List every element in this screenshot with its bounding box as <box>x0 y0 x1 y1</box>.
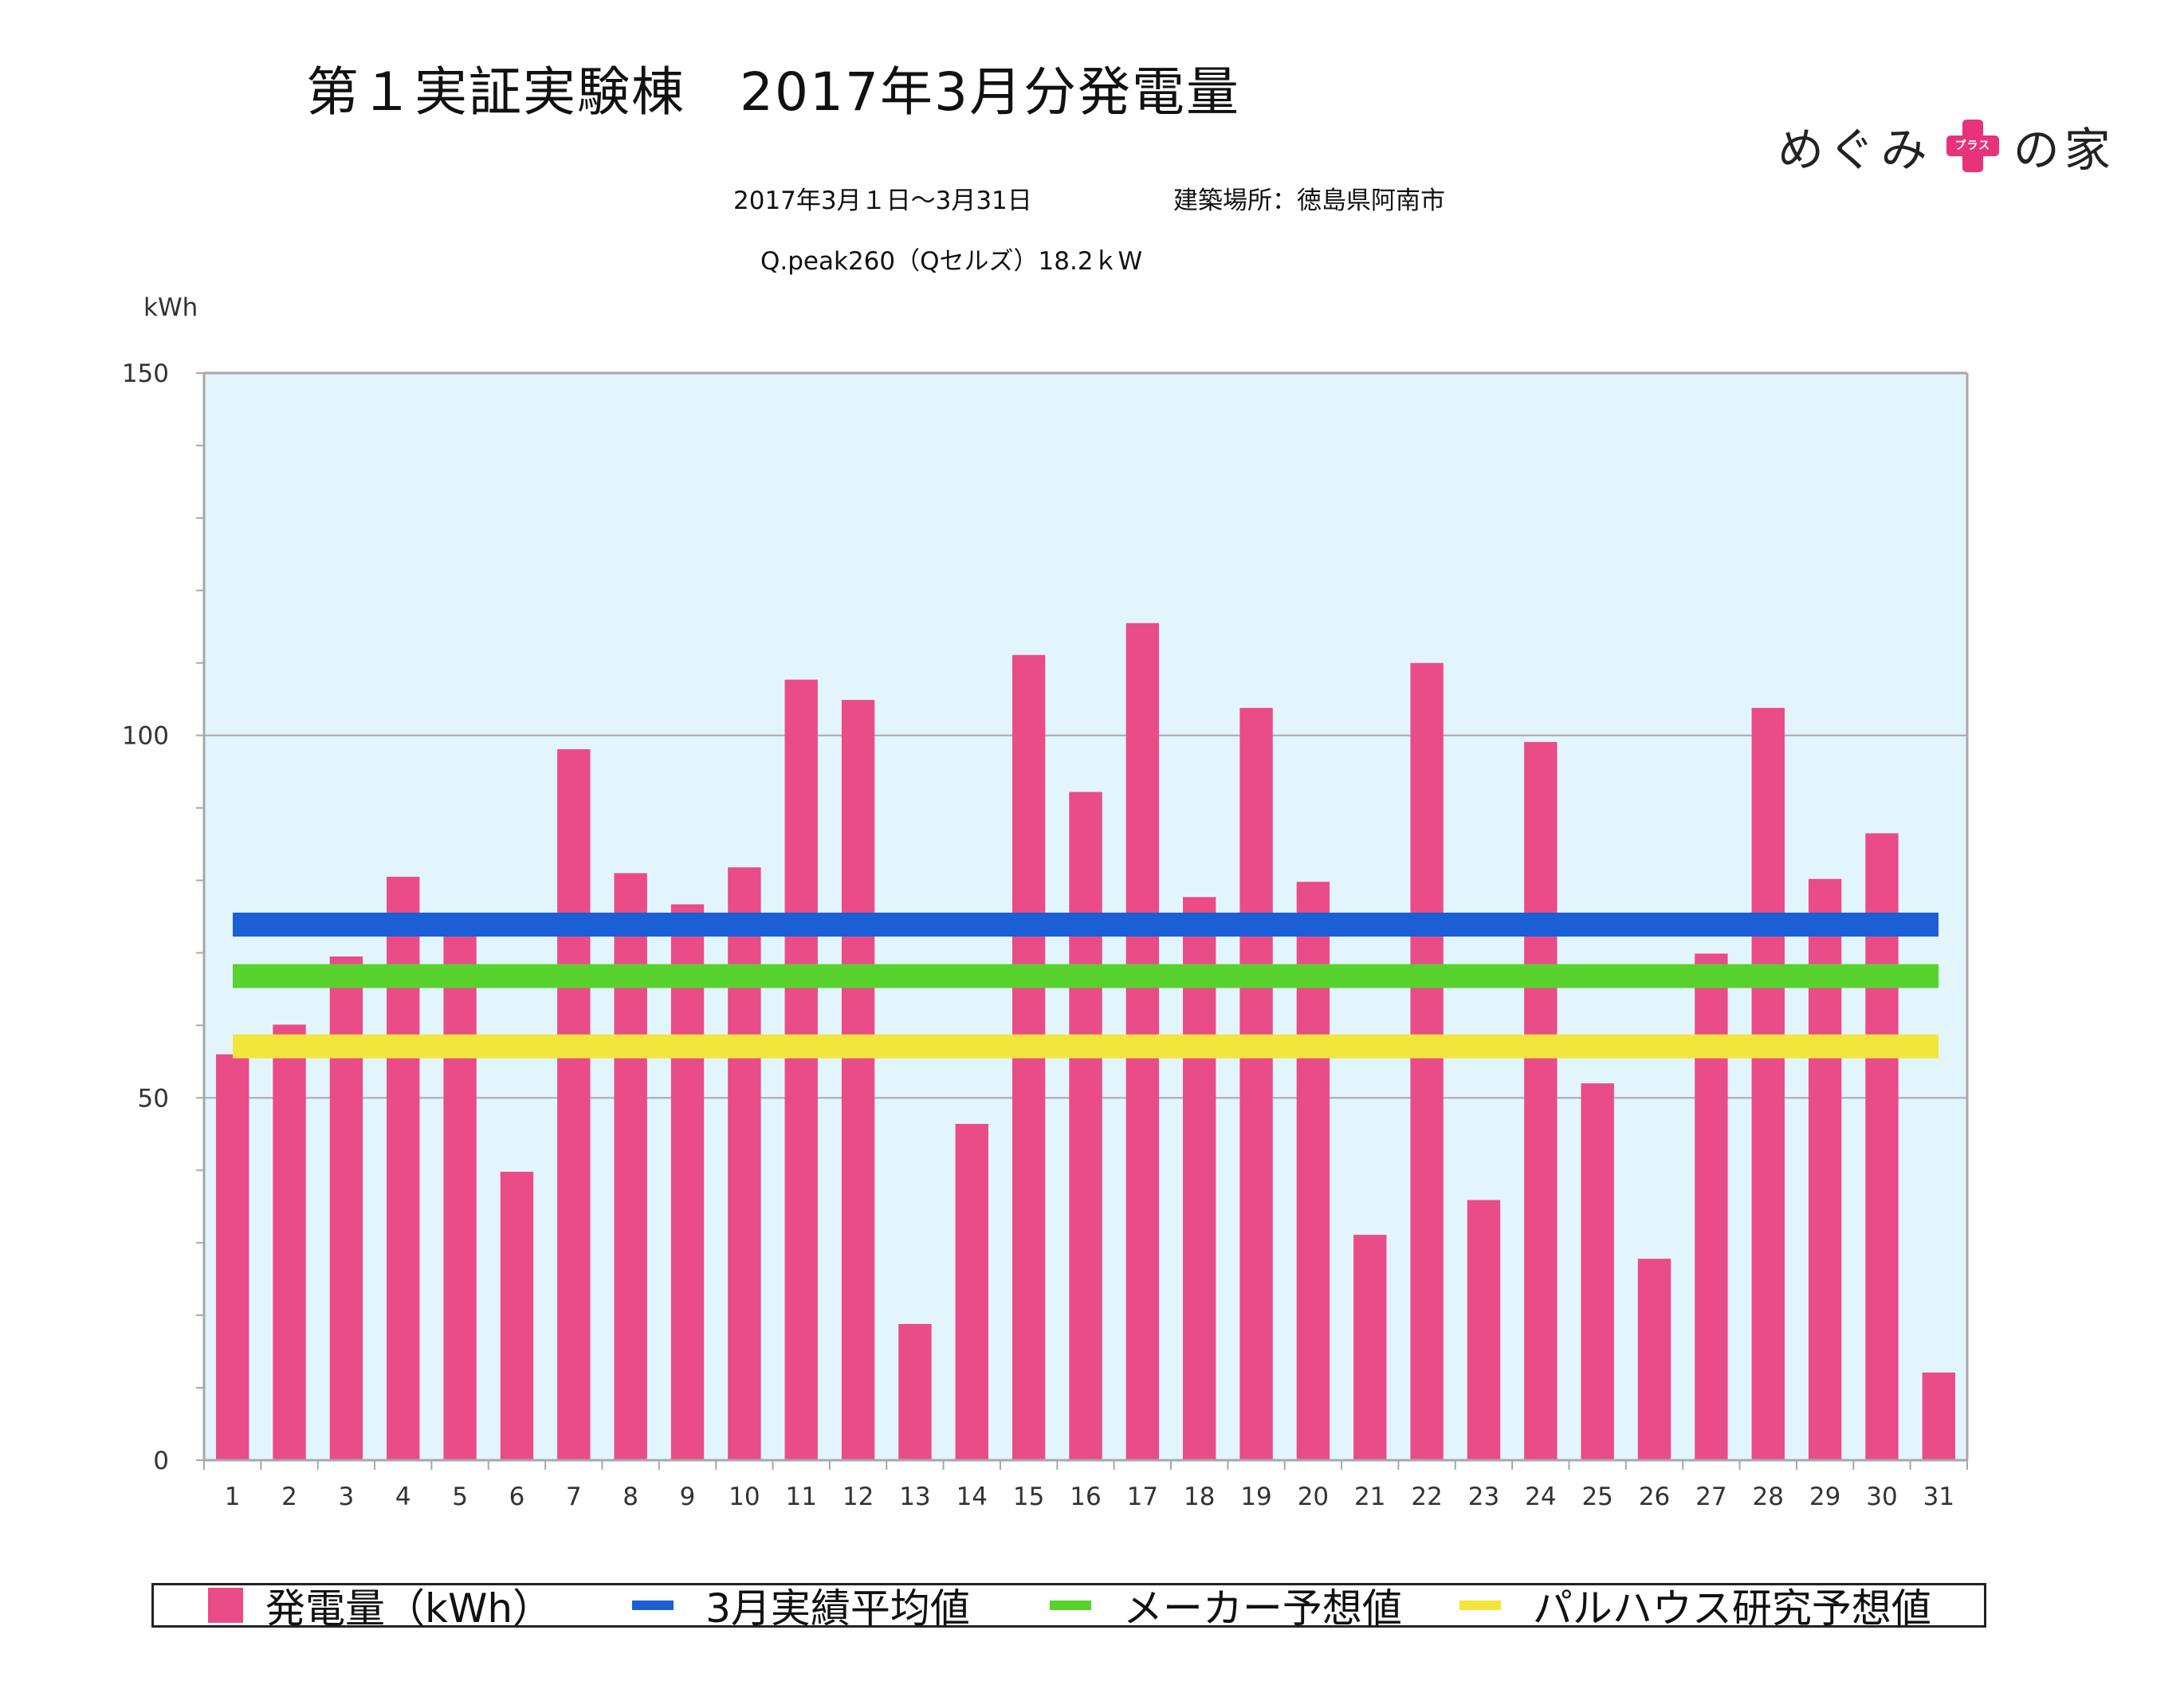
legend-label-palhouse: パルハウス研究予想値 <box>1532 1585 1931 1632</box>
legend-item-maker: メーカー予想値 <box>1049 1577 1402 1634</box>
bar <box>784 679 818 1460</box>
x-tick-label: 26 <box>1639 1483 1670 1511</box>
legend-swatch-power <box>208 1588 243 1623</box>
x-tick-label: 15 <box>1013 1483 1044 1511</box>
x-tick-label: 8 <box>623 1483 638 1511</box>
y-tick-label: 0 <box>153 1447 169 1475</box>
legend-label-actual-avg: 3月実績平均値 <box>705 1585 970 1632</box>
legend-label-maker: メーカー予想値 <box>1122 1585 1402 1632</box>
x-tick-label: 7 <box>566 1483 582 1511</box>
bar <box>273 1024 306 1460</box>
x-tick-label: 17 <box>1127 1483 1158 1511</box>
x-tick-label: 18 <box>1184 1483 1215 1511</box>
legend-swatch-actual-avg <box>632 1601 674 1610</box>
bar <box>1865 833 1899 1460</box>
x-tick-label: 24 <box>1525 1483 1556 1511</box>
x-tick-label: 28 <box>1753 1483 1784 1511</box>
x-tick-label: 19 <box>1240 1483 1271 1511</box>
bar <box>1410 662 1444 1460</box>
reference-lines <box>233 913 1938 1059</box>
x-tick-label: 1 <box>225 1483 241 1511</box>
legend-item-power: 発電量（kWh） <box>208 1577 552 1634</box>
y-tick-label: 150 <box>122 359 169 388</box>
panel-text: Q.peak260（Qセルズ）18.2ｋW <box>760 247 1143 276</box>
x-tick-label: 9 <box>680 1483 696 1511</box>
x-tick-label: 16 <box>1070 1483 1101 1511</box>
legend-label-power: 発電量（kWh） <box>265 1585 553 1632</box>
y-axis-unit: kWh <box>143 293 198 322</box>
x-tick-label: 14 <box>956 1483 988 1511</box>
x-tick-label: 4 <box>395 1483 411 1511</box>
bar <box>841 700 875 1460</box>
bar <box>1581 1083 1614 1460</box>
x-tick-label: 27 <box>1695 1483 1726 1511</box>
x-tick-label: 31 <box>1923 1483 1954 1511</box>
bar <box>728 867 761 1460</box>
x-tick-label: 5 <box>452 1483 468 1511</box>
bar <box>1695 953 1728 1460</box>
location-text: 建築場所：徳島県阿南市 <box>1173 187 1445 215</box>
bar <box>500 1172 534 1460</box>
x-tick-label: 23 <box>1468 1483 1499 1511</box>
bar <box>955 1124 988 1460</box>
bar-series <box>215 623 1956 1460</box>
bar <box>215 1054 249 1460</box>
bar <box>1922 1372 1956 1460</box>
x-tick-label: 21 <box>1354 1483 1385 1511</box>
megumi-plus-logo: めぐみ プラス の家 <box>1777 110 2115 182</box>
bar <box>898 1324 932 1460</box>
legend-item-palhouse: パルハウス研究予想値 <box>1459 1577 1931 1634</box>
legend: 発電量（kWh） 3月実績平均値 メーカー予想値 パルハウス研究予想値 <box>151 1583 1986 1632</box>
bar <box>443 933 477 1460</box>
legend-swatch-palhouse <box>1459 1601 1501 1610</box>
bar <box>1751 708 1785 1460</box>
bar <box>1524 741 1557 1460</box>
bar <box>1239 708 1273 1460</box>
x-tick-label: 20 <box>1298 1483 1329 1511</box>
logo-plus-small-text: プラス <box>1954 139 1991 152</box>
x-tick-label: 22 <box>1411 1483 1442 1511</box>
logo-text-right: の家 <box>2013 123 2115 177</box>
x-tick-label: 3 <box>339 1483 355 1511</box>
x-tick-label: 2 <box>281 1483 297 1511</box>
axes <box>196 371 1969 1470</box>
legend-swatch-maker <box>1049 1601 1091 1610</box>
x-tick-label: 29 <box>1809 1483 1840 1511</box>
bar <box>1183 897 1216 1460</box>
x-tick-label: 11 <box>785 1483 816 1511</box>
logo-text-left: めぐみ <box>1777 123 1932 177</box>
maker-forecast-line <box>233 964 1938 988</box>
y-tick-label: 50 <box>138 1084 169 1113</box>
x-tick-label: 12 <box>843 1483 874 1511</box>
bar <box>329 956 363 1460</box>
y-tick-label: 100 <box>122 722 169 751</box>
bar <box>1467 1200 1501 1460</box>
x-tick-label: 10 <box>729 1483 760 1511</box>
bar <box>557 748 591 1460</box>
bar <box>1637 1259 1671 1460</box>
x-tick-label: 6 <box>509 1483 525 1511</box>
bar <box>1069 791 1102 1460</box>
chart-title: 第１実証実験棟 2017年3月分発電量 <box>306 61 1240 123</box>
palhouse-forecast-line <box>233 1034 1938 1059</box>
bar <box>670 904 705 1460</box>
bar <box>614 873 647 1460</box>
x-tick-label: 13 <box>899 1483 930 1511</box>
x-tick-label: 25 <box>1581 1483 1612 1511</box>
period-text: 2017年3月１日〜3月31日 <box>733 187 1032 215</box>
actual-average-line <box>233 913 1938 937</box>
plus-icon: プラス <box>1946 120 1999 172</box>
bar <box>1353 1235 1387 1460</box>
x-tick-label: 30 <box>1866 1483 1897 1511</box>
legend-item-actual-avg: 3月実績平均値 <box>632 1577 970 1634</box>
